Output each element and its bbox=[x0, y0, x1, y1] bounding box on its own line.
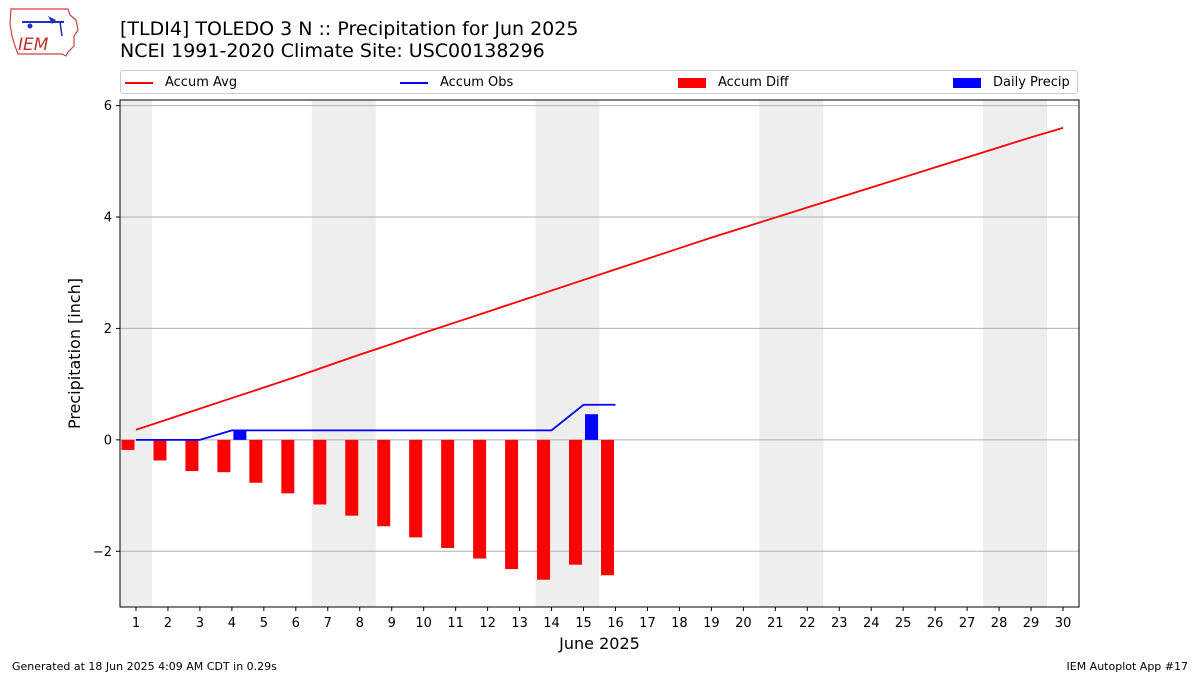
bar-accum-diff bbox=[185, 439, 199, 472]
legend-label-accum-avg: Accum Avg bbox=[165, 75, 238, 90]
bar-accum-diff bbox=[537, 439, 551, 580]
bar-accum-diff bbox=[600, 439, 614, 576]
x-tick-label: 10 bbox=[415, 616, 432, 631]
iem-logo-text: IEM bbox=[18, 35, 49, 55]
line-accum-avg bbox=[135, 126, 1064, 431]
weekend-shading bbox=[759, 100, 824, 607]
x-tick-label: 20 bbox=[735, 616, 752, 631]
x-tick-label: 16 bbox=[607, 616, 624, 631]
x-tick-label: 25 bbox=[895, 616, 912, 631]
bar-accum-diff bbox=[409, 439, 423, 538]
x-tick-label: 7 bbox=[324, 616, 332, 631]
y-tick-label: 4 bbox=[104, 211, 112, 226]
x-tick-label: 6 bbox=[292, 616, 300, 631]
x-tick-label: 1 bbox=[132, 616, 140, 631]
legend-label-accum-diff: Accum Diff bbox=[718, 75, 789, 90]
x-tick-label: 5 bbox=[260, 616, 268, 631]
x-tick-label: 30 bbox=[1055, 616, 1072, 631]
x-tick-label: 13 bbox=[511, 616, 528, 631]
x-tick-label: 17 bbox=[639, 616, 656, 631]
x-axis-label: June 2025 bbox=[558, 634, 640, 653]
bar-accum-diff bbox=[121, 439, 135, 450]
bar-accum-diff bbox=[345, 439, 359, 516]
bar-daily-precip bbox=[233, 430, 247, 440]
bar-accum-diff bbox=[377, 439, 391, 527]
bar-accum-diff bbox=[217, 439, 231, 473]
bar-accum-diff bbox=[441, 439, 455, 548]
y-tick-label: 6 bbox=[104, 99, 112, 114]
legend: Accum Avg Accum Obs Accum Diff Daily Pre… bbox=[120, 70, 1078, 94]
legend-label-daily-precip: Daily Precip bbox=[993, 75, 1070, 90]
legend-swatch-daily-precip bbox=[953, 78, 981, 88]
bar-accum-diff bbox=[313, 439, 327, 505]
x-tick-label: 4 bbox=[228, 616, 236, 631]
x-tick-label: 8 bbox=[356, 616, 364, 631]
y-tick-label: 0 bbox=[104, 433, 112, 448]
iem-logo: IEM bbox=[8, 6, 80, 58]
weekend-shading bbox=[311, 100, 376, 607]
legend-swatch-accum-avg bbox=[125, 82, 153, 84]
x-tick-label: 9 bbox=[388, 616, 396, 631]
generated-timestamp: Generated at 18 Jun 2025 4:09 AM CDT in … bbox=[12, 660, 277, 673]
line-accum-obs bbox=[135, 403, 616, 441]
x-tick-label: 24 bbox=[863, 616, 880, 631]
legend-swatch-accum-diff bbox=[678, 78, 706, 88]
y-tick-label: −2 bbox=[93, 545, 112, 560]
app-credit: IEM Autoplot App #17 bbox=[1066, 660, 1189, 673]
bar-accum-diff bbox=[473, 439, 487, 559]
x-tick-label: 19 bbox=[703, 616, 720, 631]
weekend-shading bbox=[983, 100, 1048, 607]
weekend-shading bbox=[120, 100, 152, 607]
x-tick-label: 18 bbox=[671, 616, 688, 631]
bar-accum-diff bbox=[569, 439, 583, 565]
x-tick-label: 3 bbox=[196, 616, 204, 631]
chart-title: [TLDI4] TOLEDO 3 N :: Precipitation for … bbox=[120, 18, 579, 40]
x-tick-label: 12 bbox=[479, 616, 496, 631]
chart-subtitle: NCEI 1991-2020 Climate Site: USC00138296 bbox=[120, 40, 545, 62]
y-tick-label: 2 bbox=[104, 322, 112, 337]
x-tick-label: 26 bbox=[927, 616, 944, 631]
bar-accum-diff bbox=[281, 439, 295, 494]
bar-daily-precip bbox=[585, 414, 599, 440]
x-tick-label: 15 bbox=[575, 616, 592, 631]
bar-accum-diff bbox=[505, 439, 519, 570]
plot-frame bbox=[119, 99, 1080, 608]
iowa-state-outline-icon: IEM bbox=[9, 8, 79, 57]
x-tick-label: 11 bbox=[447, 616, 464, 631]
x-tick-label: 14 bbox=[543, 616, 560, 631]
legend-swatch-accum-obs bbox=[400, 82, 428, 84]
x-tick-label: 29 bbox=[1023, 616, 1040, 631]
y-axis-label: Precipitation [inch] bbox=[65, 278, 84, 429]
x-tick-label: 27 bbox=[959, 616, 976, 631]
x-tick-label: 2 bbox=[164, 616, 172, 631]
legend-label-accum-obs: Accum Obs bbox=[440, 75, 514, 90]
x-tick-label: 21 bbox=[767, 616, 784, 631]
x-tick-label: 28 bbox=[991, 616, 1008, 631]
x-tick-label: 22 bbox=[799, 616, 816, 631]
bar-accum-diff bbox=[249, 439, 263, 483]
x-tick-label: 23 bbox=[831, 616, 848, 631]
bar-accum-diff bbox=[153, 439, 167, 461]
